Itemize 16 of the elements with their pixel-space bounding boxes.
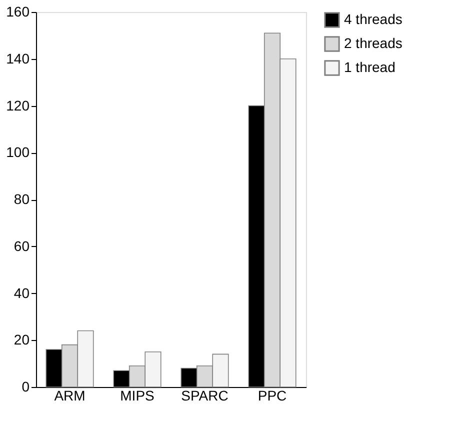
y-tick-label: 80 bbox=[14, 191, 30, 207]
y-tick-label: 20 bbox=[14, 332, 30, 348]
legend-label: 1 thread bbox=[344, 59, 396, 75]
y-tick-label: 140 bbox=[6, 50, 30, 66]
legend-label: 4 threads bbox=[344, 11, 402, 27]
x-tick-label: MIPS bbox=[120, 388, 154, 404]
x-tick-label: PPC bbox=[258, 388, 287, 404]
y-tick-label: 100 bbox=[6, 144, 30, 160]
y-tick-label: 120 bbox=[6, 97, 30, 114]
legend-label: 2 threads bbox=[344, 35, 402, 51]
y-tick-label: 60 bbox=[14, 238, 30, 254]
x-tick-label: SPARC bbox=[181, 388, 228, 404]
y-tick-label: 160 bbox=[6, 4, 30, 20]
y-tick-label: 40 bbox=[14, 284, 30, 301]
y-tick-label: 0 bbox=[22, 378, 30, 394]
x-tick-label: ARM bbox=[54, 388, 86, 404]
